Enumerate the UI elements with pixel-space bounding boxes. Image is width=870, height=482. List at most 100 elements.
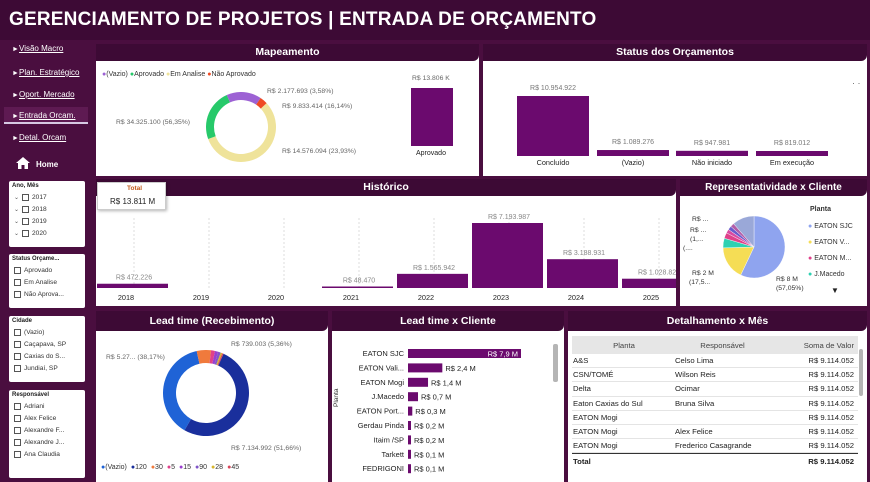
checkbox[interactable]	[14, 364, 21, 372]
leadtime-slice[interactable]	[217, 353, 224, 366]
slicer-option[interactable]: (Vazio)	[9, 326, 85, 338]
checkbox[interactable]	[14, 278, 21, 286]
column-header[interactable]: Soma de Valor	[803, 340, 854, 350]
checkbox[interactable]	[22, 205, 29, 213]
historico-bar[interactable]	[322, 286, 393, 289]
historico-bar[interactable]	[622, 278, 676, 288]
nav-entrada-orcam[interactable]: ►Entrada Orcam.	[12, 111, 75, 120]
checkbox[interactable]	[14, 426, 21, 434]
checkbox[interactable]	[14, 352, 21, 360]
leadtime-cliente-bar[interactable]	[408, 349, 521, 358]
mapeamento-donut[interactable]	[206, 92, 276, 162]
chevron-down-icon[interactable]: ⌄	[14, 206, 20, 213]
checkbox[interactable]	[14, 328, 21, 336]
checkbox[interactable]	[14, 438, 21, 446]
data-label: R$ 9.833.414 (16,14%)	[282, 103, 353, 110]
historico-bar[interactable]	[397, 273, 468, 288]
table-row[interactable]: EATON Mogi R$ 9.114.052	[572, 411, 858, 425]
table-row[interactable]: EATON Mogi Alex Felice R$ 9.114.052	[572, 425, 858, 440]
historico-bar[interactable]	[97, 283, 168, 288]
slicer-option[interactable]: ⌄ 2017	[9, 191, 85, 203]
slicer-option[interactable]: Alexandre F...	[9, 424, 85, 436]
scrollbar[interactable]	[859, 349, 863, 396]
checkbox[interactable]	[22, 229, 29, 237]
leadtime-cliente-bar[interactable]	[408, 449, 411, 459]
checkbox[interactable]	[14, 402, 21, 410]
mapeamento-slice[interactable]	[256, 98, 267, 109]
slicer-option[interactable]: Não Aprova...	[9, 288, 85, 300]
mapeamento-slice[interactable]	[206, 95, 231, 140]
leadtime-cliente-bar[interactable]	[408, 435, 411, 445]
slicer-option[interactable]: Adriani	[9, 400, 85, 412]
leadtime-cliente-bar[interactable]	[408, 421, 411, 430]
slicer-option[interactable]: Alexandre J...	[9, 436, 85, 448]
slicer-option[interactable]: Alex Felice	[9, 412, 85, 424]
data-label: R$ 10.954.922	[530, 85, 576, 92]
leadtime-slice[interactable]	[196, 350, 212, 364]
slicer-cidade: Cidade (Vazio) Caçapava, SP Caxias do S.…	[9, 316, 85, 382]
checkbox[interactable]	[14, 290, 21, 298]
slicer-option[interactable]: Caxias do S...	[9, 350, 85, 362]
bar-aprovado[interactable]	[411, 88, 453, 146]
table-row[interactable]: CSN/TOMÉ Wilson Reis R$ 9.114.052	[572, 368, 858, 383]
checkbox[interactable]	[14, 414, 21, 422]
checkbox[interactable]	[14, 450, 21, 458]
leadtime-slice[interactable]	[212, 350, 219, 365]
checkbox[interactable]	[22, 217, 29, 225]
scrollbar[interactable]	[553, 344, 558, 382]
chevron-down-icon[interactable]: ⌄	[14, 218, 20, 225]
table-row[interactable]: Eaton Caxias do Sul Bruna Silva R$ 9.114.0…	[572, 397, 858, 411]
leadtime-cliente-bar[interactable]	[408, 363, 443, 373]
leadtime-slice[interactable]	[184, 353, 249, 436]
representatividade-pie[interactable]	[723, 216, 785, 278]
chevron-down-icon[interactable]: ⌄	[14, 194, 20, 201]
slicer-option[interactable]: ⌄ 2019	[9, 215, 85, 227]
option-label: 2019	[32, 217, 47, 225]
historico-bar[interactable]	[547, 259, 618, 288]
slicer-option[interactable]: Ana Claudia	[9, 448, 85, 460]
leadtime-cliente-bar[interactable]	[408, 406, 413, 416]
slicer-option[interactable]: Jundiaí, SP	[9, 362, 85, 374]
legend-scroll-down-icon[interactable]: ▼	[831, 286, 839, 295]
leadtime-cliente-bar[interactable]	[408, 377, 429, 387]
leadtime-slice[interactable]	[214, 351, 221, 365]
slicer-option[interactable]: Caçapava, SP	[9, 338, 85, 350]
nav-detal-orcam[interactable]: ►Detal. Orcam	[12, 133, 66, 142]
checkbox[interactable]	[22, 193, 29, 201]
more-options-icon[interactable]: · ·	[852, 78, 861, 88]
table-row[interactable]: Delta Ocimar R$ 9.114.052	[572, 382, 858, 397]
mapeamento-slice[interactable]	[208, 103, 276, 162]
status-bar[interactable]	[756, 151, 828, 156]
historico-bar[interactable]	[472, 223, 543, 288]
legend-dot-icon: ●	[808, 255, 813, 262]
checkbox[interactable]	[14, 266, 21, 274]
leadtime-cliente-bar[interactable]	[408, 392, 419, 402]
checkbox[interactable]	[14, 340, 21, 348]
slicer-option[interactable]: Aprovado	[9, 264, 85, 276]
leadtime-donut[interactable]	[163, 350, 249, 436]
repres-slice[interactable]	[740, 216, 785, 278]
nav-visao-macro[interactable]: ►Visão Macro	[12, 44, 63, 53]
column-header[interactable]: Responsável	[700, 340, 745, 350]
leadtime-slice[interactable]	[209, 350, 216, 364]
slicer-option[interactable]: ⌄ 2018	[9, 203, 85, 215]
leadtime-slice[interactable]	[216, 352, 223, 366]
repres-slice[interactable]	[733, 216, 755, 248]
table-row[interactable]: EATON Mogi Frederico Casagrande R$ 9.114.0…	[572, 439, 858, 454]
column-header[interactable]: Planta	[613, 340, 635, 350]
status-bar[interactable]	[517, 96, 589, 156]
nav-oport-mercado[interactable]: ►Oport. Mercado	[12, 90, 75, 99]
slicer-option[interactable]: Em Analise	[9, 276, 85, 288]
status-bar[interactable]	[597, 150, 669, 156]
leadtime-cliente-bar[interactable]	[408, 464, 411, 474]
option-label: Em Analise	[24, 278, 57, 286]
data-label: R$ 739.003 (5,36%)	[231, 341, 292, 348]
status-bar[interactable]	[676, 150, 748, 156]
slicer-option[interactable]: ⌄ 2020	[9, 227, 85, 239]
mapeamento-slice[interactable]	[226, 92, 261, 105]
table-cell: Alex Felice	[675, 427, 713, 437]
chevron-down-icon[interactable]: ⌄	[14, 230, 20, 237]
nav-plan-estrategico[interactable]: ►Plan. Estratégico	[12, 68, 79, 77]
leadtime-slice[interactable]	[163, 351, 200, 431]
table-row[interactable]: A&S Celso Lima R$ 9.114.052	[572, 354, 858, 369]
